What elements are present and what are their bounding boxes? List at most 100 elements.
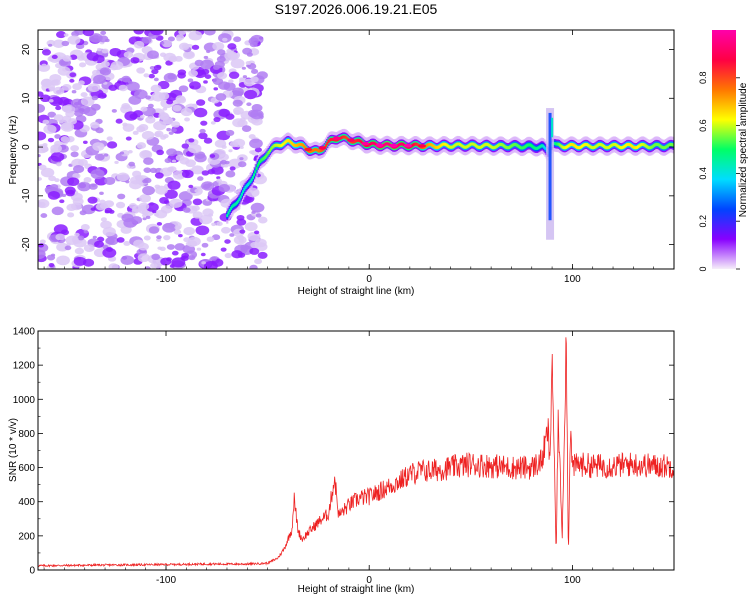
ridge-core-seg bbox=[396, 144, 400, 148]
ridge-core-seg bbox=[411, 143, 414, 147]
noise-blob bbox=[155, 185, 168, 195]
ridge-core-seg bbox=[588, 144, 591, 148]
colorbar-tick-label-1: 0.2 bbox=[698, 215, 708, 228]
ridge-core-seg bbox=[455, 142, 458, 146]
ridge-core-seg bbox=[460, 143, 463, 147]
noise-blob bbox=[187, 236, 201, 247]
noise-blob bbox=[116, 237, 125, 243]
noise-blob bbox=[192, 211, 203, 219]
noise-blob bbox=[171, 257, 186, 268]
noise-blob bbox=[181, 143, 190, 149]
noise-blob bbox=[177, 173, 184, 179]
noise-blob bbox=[229, 233, 235, 237]
snr-ytick-label-1: 200 bbox=[18, 531, 35, 542]
ridge-core-seg bbox=[573, 144, 576, 148]
noise-blob bbox=[141, 130, 155, 140]
noise-blob bbox=[115, 118, 123, 124]
noise-blob bbox=[161, 39, 173, 48]
noise-blob bbox=[48, 262, 55, 268]
ridge-core-seg bbox=[590, 146, 593, 150]
ridge-core-seg bbox=[618, 145, 621, 149]
ridge-core-seg bbox=[490, 145, 493, 149]
noise-blob bbox=[209, 154, 216, 158]
noise-blob bbox=[233, 36, 242, 43]
noise-blob bbox=[254, 238, 267, 248]
noise-blob bbox=[156, 149, 164, 156]
noise-blob bbox=[202, 183, 211, 189]
noise-blob bbox=[239, 157, 244, 161]
noise-blob bbox=[159, 52, 167, 57]
ridge-core-seg bbox=[624, 143, 628, 147]
ridge-core-seg bbox=[262, 156, 265, 160]
ridge-core-seg bbox=[654, 143, 657, 147]
ridge-core-seg bbox=[635, 145, 639, 149]
noise-blob bbox=[132, 130, 139, 135]
ridge-core-seg bbox=[449, 145, 452, 149]
noise-blob bbox=[54, 134, 61, 139]
noise-blob bbox=[103, 153, 109, 157]
noise-blob bbox=[200, 252, 206, 257]
noise-blob bbox=[215, 93, 227, 101]
noise-blob bbox=[245, 61, 252, 66]
noise-blob bbox=[183, 226, 195, 236]
noise-blob bbox=[121, 213, 134, 223]
ridge-core-seg bbox=[282, 142, 285, 146]
ridge-core-seg bbox=[616, 144, 619, 148]
ridge-core-seg bbox=[641, 142, 645, 146]
noise-blob bbox=[159, 41, 165, 45]
ridge-core-seg bbox=[611, 143, 614, 147]
snr-background bbox=[38, 331, 674, 570]
noise-blob bbox=[216, 178, 222, 183]
ridge-core-seg bbox=[632, 145, 635, 149]
ridge-core-seg bbox=[637, 145, 640, 149]
noise-blob bbox=[171, 128, 177, 133]
ridge-core-seg bbox=[298, 143, 301, 147]
noise-blob bbox=[217, 49, 226, 56]
noise-blob bbox=[194, 153, 207, 163]
ridge-core-seg bbox=[257, 161, 261, 165]
ridge-core-seg bbox=[582, 143, 585, 147]
noise-blob bbox=[225, 170, 236, 178]
ridge-core-seg bbox=[662, 146, 665, 150]
ridge-core-seg bbox=[237, 199, 240, 203]
noise-blob bbox=[154, 212, 160, 217]
noise-blob bbox=[92, 69, 101, 76]
ridge-core-seg bbox=[474, 144, 478, 148]
spectrogram-ytick-label-2: 0 bbox=[21, 144, 32, 150]
ridge-core-seg bbox=[461, 144, 464, 148]
ridge-core-seg bbox=[359, 139, 362, 143]
noise-blob bbox=[127, 150, 133, 154]
ridge-core-seg bbox=[238, 197, 241, 201]
ridge-core-seg bbox=[521, 146, 524, 150]
noise-blob bbox=[74, 30, 86, 36]
noise-blob bbox=[77, 80, 85, 86]
noise-blob bbox=[163, 234, 171, 241]
noise-blob bbox=[100, 217, 107, 222]
ridge-core-seg bbox=[451, 145, 454, 149]
noise-blob bbox=[83, 230, 89, 234]
noise-blob bbox=[47, 111, 57, 118]
noise-blob bbox=[40, 167, 55, 178]
noise-blob bbox=[167, 180, 181, 190]
ridge-core-seg bbox=[477, 145, 480, 149]
noise-blob bbox=[242, 75, 248, 79]
noise-blob bbox=[133, 89, 148, 100]
noise-blob bbox=[156, 222, 163, 226]
ridge-core-seg bbox=[242, 190, 245, 194]
ridge-core-seg bbox=[251, 176, 254, 180]
ridge-core-seg bbox=[649, 146, 652, 150]
noise-blob bbox=[150, 84, 162, 93]
noise-blob bbox=[239, 229, 246, 234]
noise-blob bbox=[104, 177, 116, 185]
ridge-core-seg bbox=[430, 143, 434, 147]
ridge-core-seg bbox=[505, 145, 508, 149]
noise-blob bbox=[45, 78, 50, 82]
ridge-core-seg bbox=[285, 139, 289, 143]
noise-blob bbox=[55, 105, 62, 111]
snr-xlabel: Height of straight line (km) bbox=[298, 584, 415, 595]
ridge-core-seg bbox=[644, 144, 647, 148]
noise-blob bbox=[60, 136, 70, 143]
ridge-core-seg bbox=[232, 204, 235, 208]
noise-blob bbox=[90, 169, 105, 180]
noise-blob bbox=[38, 103, 46, 113]
